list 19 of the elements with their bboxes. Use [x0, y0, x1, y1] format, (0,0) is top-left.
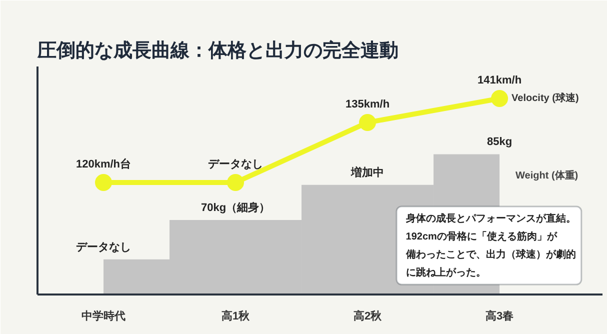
series-label: Weight (体重) — [516, 170, 578, 182]
data-label: 85kg — [486, 136, 512, 148]
data-label: データなし — [76, 241, 132, 254]
data-label: 70kg（細身） — [200, 200, 270, 214]
data-label: 135km/h — [346, 98, 390, 110]
chart-title: 圧倒的な成長曲線：体格と出力の完全連動 — [36, 40, 398, 62]
annotation: 192cmの骨格に「使える筋肉」が — [406, 230, 558, 242]
annotation: 身体の成長とパフォーマンスが直結。 — [404, 212, 576, 224]
data-label: 120km/h台 — [76, 158, 132, 170]
annotation: 備わったことで、出力（球速）が劇的 — [404, 248, 576, 260]
x-tick-label: 高3春 — [485, 310, 514, 322]
x-tick-label: 中学時代 — [82, 310, 126, 322]
x-tick-label: 高2秋 — [353, 310, 383, 322]
data-label: データなし — [208, 158, 264, 170]
x-tick-label: 高1秋 — [221, 310, 251, 322]
series-label: Velocity (球速) — [512, 92, 579, 104]
annotation: に跳ね上がった。 — [406, 266, 486, 278]
data-label: 増加中 — [350, 166, 384, 179]
data-label: 141km/h — [478, 74, 522, 86]
